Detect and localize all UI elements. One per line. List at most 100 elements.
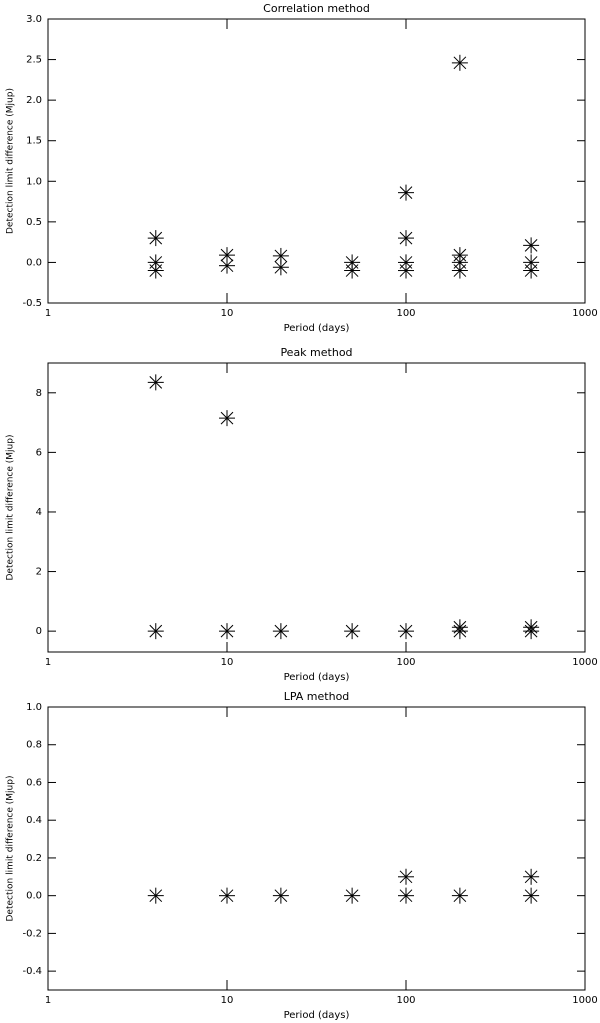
y-tick-label: 1.0 bbox=[26, 702, 42, 713]
marker-stroke bbox=[345, 889, 359, 903]
marker-stroke bbox=[524, 889, 538, 903]
plot-frame bbox=[47, 706, 586, 991]
x-tick-label: 10 bbox=[221, 308, 234, 319]
asterisk-marker bbox=[398, 230, 414, 247]
marker-stroke bbox=[149, 231, 163, 245]
x-tick-label: 1000 bbox=[572, 657, 597, 668]
marker-stroke bbox=[345, 264, 359, 277]
y-tick-label: -0.4 bbox=[22, 966, 42, 977]
y-tick-label: 0.6 bbox=[26, 777, 42, 788]
asterisk-marker bbox=[219, 623, 235, 640]
asterisk-marker bbox=[344, 623, 361, 640]
marker-stroke bbox=[453, 264, 467, 277]
y-tick-label: 0 bbox=[36, 626, 42, 637]
asterisk-marker bbox=[523, 623, 540, 640]
asterisk-marker bbox=[344, 262, 361, 279]
marker-stroke bbox=[149, 624, 163, 638]
y-tick-label: 0.2 bbox=[26, 853, 42, 864]
marker-stroke bbox=[274, 260, 288, 274]
y-tick-label: 1.5 bbox=[26, 136, 42, 147]
marker-stroke bbox=[524, 239, 538, 252]
y-tick-label: 0.5 bbox=[26, 217, 42, 228]
y-tick-label: 1.0 bbox=[26, 176, 42, 187]
asterisk-marker bbox=[272, 259, 289, 276]
asterisk-marker bbox=[398, 868, 414, 885]
marker-stroke bbox=[345, 624, 359, 638]
x-tick-label: 10 bbox=[221, 657, 234, 668]
marker-stroke bbox=[149, 376, 163, 389]
x-tick-label: 1 bbox=[45, 995, 51, 1006]
marker-stroke bbox=[274, 889, 288, 903]
marker-stroke bbox=[399, 264, 413, 277]
marker-stroke bbox=[453, 56, 467, 70]
x-tick-label: 100 bbox=[396, 995, 415, 1006]
asterisk-marker bbox=[147, 887, 164, 904]
chart-title: Peak method bbox=[280, 346, 352, 359]
plot-frame bbox=[47, 18, 586, 304]
marker-stroke bbox=[399, 186, 413, 199]
asterisk-marker bbox=[219, 410, 235, 427]
x-axis-label: Period (days) bbox=[284, 323, 350, 334]
marker-stroke bbox=[149, 889, 163, 903]
y-tick-label: 0.0 bbox=[26, 891, 42, 902]
asterisk-marker bbox=[523, 237, 540, 254]
asterisk-marker bbox=[219, 257, 235, 274]
marker-stroke bbox=[220, 624, 234, 638]
x-axis-label: Period (days) bbox=[284, 672, 350, 683]
marker-stroke bbox=[399, 231, 413, 245]
asterisk-marker bbox=[523, 887, 540, 904]
asterisk-marker bbox=[451, 262, 468, 279]
chart-title: LPA method bbox=[284, 690, 350, 703]
marker-stroke bbox=[274, 624, 288, 638]
asterisk-marker bbox=[451, 54, 468, 71]
asterisk-marker bbox=[523, 868, 540, 885]
y-tick-label: 4 bbox=[36, 507, 42, 518]
asterisk-marker bbox=[219, 887, 235, 904]
x-tick-label: 10 bbox=[221, 995, 234, 1006]
marker-stroke bbox=[524, 624, 538, 638]
x-tick-label: 1000 bbox=[572, 308, 597, 319]
x-tick-label: 100 bbox=[396, 308, 415, 319]
asterisk-marker bbox=[523, 262, 540, 279]
marker-stroke bbox=[220, 411, 234, 425]
y-axis-label: Detection limit difference (Mjup) bbox=[6, 88, 16, 234]
y-tick-label: 2 bbox=[36, 567, 42, 578]
y-axis-label: Detection limit difference (Mjup) bbox=[6, 435, 16, 581]
asterisk-marker bbox=[398, 623, 414, 640]
marker-stroke bbox=[399, 870, 413, 884]
marker-stroke bbox=[524, 870, 538, 884]
asterisk-marker bbox=[398, 887, 414, 904]
x-tick-label: 1 bbox=[45, 308, 51, 319]
asterisk-marker bbox=[451, 887, 468, 904]
marker-stroke bbox=[399, 889, 413, 903]
y-tick-label: 8 bbox=[36, 388, 42, 399]
marker-stroke bbox=[220, 259, 234, 273]
asterisk-marker bbox=[272, 887, 289, 904]
y-tick-label: -0.2 bbox=[22, 928, 42, 939]
chart-title: Correlation method bbox=[263, 2, 370, 15]
asterisk-marker bbox=[147, 262, 164, 279]
y-tick-label: 0.0 bbox=[26, 257, 42, 268]
y-tick-label: 3.0 bbox=[26, 14, 42, 25]
y-tick-label: 2.0 bbox=[26, 95, 42, 106]
asterisk-marker bbox=[147, 623, 164, 640]
plot-frame bbox=[47, 362, 586, 653]
y-tick-label: 2.5 bbox=[26, 55, 42, 66]
asterisk-marker bbox=[147, 374, 164, 391]
y-tick-label: 6 bbox=[36, 447, 42, 458]
marker-stroke bbox=[524, 264, 538, 277]
marker-stroke bbox=[220, 889, 234, 903]
marker-stroke bbox=[149, 264, 163, 277]
x-tick-label: 1000 bbox=[572, 995, 597, 1006]
y-tick-label: 0.8 bbox=[26, 740, 42, 751]
asterisk-marker bbox=[344, 887, 361, 904]
asterisk-marker bbox=[398, 184, 414, 201]
marker-stroke bbox=[453, 624, 467, 638]
x-axis-label: Period (days) bbox=[284, 1010, 350, 1021]
asterisk-marker bbox=[398, 262, 414, 279]
marker-stroke bbox=[453, 889, 467, 903]
x-tick-label: 100 bbox=[396, 657, 415, 668]
y-tick-label: -0.5 bbox=[22, 298, 42, 309]
